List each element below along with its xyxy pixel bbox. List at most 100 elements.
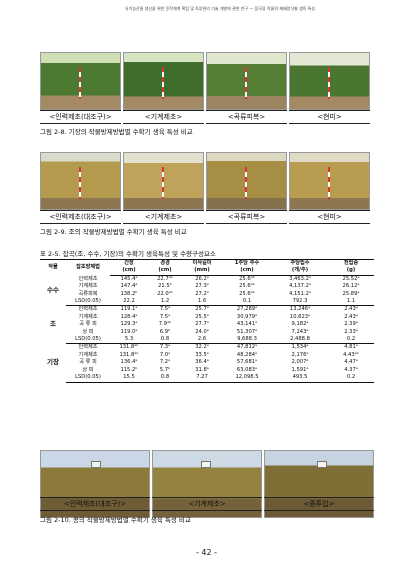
table-cell: 3,463.2ᵃ	[289, 275, 311, 282]
table-cell: 138.2ᵇ	[120, 290, 138, 297]
unit-stem: (cm)	[148, 267, 182, 276]
table-cell: LSD(0.05)	[66, 374, 110, 383]
table-cell: 63,083ᵃ	[236, 366, 258, 373]
fig1-caption-4: <현미>	[289, 110, 370, 124]
table-row: 곡 류 피 136.4ᵃ 7.2ᵃ 36.4ᵃ 57,681ᵃ 2,007ᵃ 4…	[40, 359, 374, 366]
fig2-caption-1: <인력제초(대조구)>	[40, 210, 121, 224]
unit-height: (cm)	[110, 267, 148, 276]
table-cell: 47,812ᵃ	[236, 344, 258, 351]
table-cell: 9,688.3	[222, 336, 272, 345]
table-row-lsd: LSD(0.05) 5.3 0.8 2.6 9,688.3 2,488.8 0.…	[40, 336, 374, 345]
table-cell: 128.4ᵃ	[120, 313, 138, 320]
table-cell: 43,141ᵃ	[236, 321, 258, 328]
table-cell: 7.3ᵃ	[159, 344, 171, 351]
fig2-caption-2: <기계제초>	[123, 210, 204, 224]
table-cell: 25.6ᵃᵇ	[239, 283, 255, 290]
table-cell: 136.4ᵃ	[120, 359, 138, 366]
fig1-caption-1: <인력제초(대조구)>	[40, 110, 121, 124]
table-cell: LSD(0.05)	[66, 336, 110, 345]
table-cell: 119.1ᵃ	[120, 306, 138, 313]
table-cell: 7.9ᵃᵇ	[158, 321, 172, 328]
table-cell: 131.8ᵃᵇ	[119, 351, 139, 358]
table-cell: 22.7ᵃᵇ	[157, 275, 173, 282]
fig1-photo-3	[206, 52, 287, 110]
table-cell: 21.5ᵇ	[158, 283, 172, 290]
table-cell: 1.1	[328, 298, 374, 307]
table-cell: 31.8ᵃ	[195, 366, 209, 373]
fig1-caption-row: <인력제초(대조구)> <기계제초> <곡류피복> <현미>	[40, 110, 370, 124]
table-cell: 4.81ᵃ	[344, 344, 358, 351]
table-cell: 2.43ᵃ	[344, 306, 358, 313]
table-cell: 119.0ᵃ	[120, 328, 138, 335]
measuring-pole	[245, 67, 247, 99]
fig1-caption-2: <기계제초>	[123, 110, 204, 124]
table-row: 기계제초 128.4ᵃ 7.5ᵃ 25.5ᵃ 30,979ᵃ 10,823ᵃ 2…	[40, 314, 374, 321]
measuring-pole	[328, 167, 330, 199]
table-cell: 115.2ᵇ	[120, 366, 138, 373]
col-stem: 경경	[148, 259, 182, 268]
table-cell: 22.0ᵃᵇ	[157, 290, 173, 297]
table-cell: 22.2	[110, 298, 148, 307]
fig2-photo-3	[206, 152, 287, 210]
table-cell: 곡류피복	[78, 290, 98, 297]
table-cell: 30,979ᵃ	[236, 313, 258, 320]
measuring-pole	[245, 167, 247, 199]
table-cell: 2.33ᵃ	[344, 328, 358, 335]
table-cell: 48,284ᵃ	[236, 351, 258, 358]
table-cell: 1.2	[148, 298, 182, 307]
table-cell: 7.2ᵃ	[159, 359, 171, 366]
table-cell: 493.5	[272, 374, 328, 383]
unit-grains: (개/주)	[272, 267, 328, 276]
table-unit-row: (cm) (cm) (mm) (cm) (개/주) (g)	[40, 267, 374, 276]
table-cell: 인력제초	[78, 275, 98, 282]
fig1-caption-3: <곡류피복>	[206, 110, 287, 124]
crop-cell: 조	[50, 320, 56, 329]
measuring-pole	[162, 167, 164, 199]
fig3-photo-2	[152, 450, 262, 518]
table-cell: 36.4ᵃ	[195, 359, 209, 366]
col-grains: 주당립수	[272, 259, 328, 268]
table-row: 상 피 119.0ᵃ 6.9ᵇ 24.0ᵃ 51,307ᵃ 7,243ᵃ 2.3…	[40, 329, 374, 336]
table-cell: 4.47ᵃ	[344, 359, 358, 366]
unit-weight: (g)	[328, 267, 374, 276]
unit-stands: (cm)	[222, 267, 272, 276]
fig2-photo-2	[123, 152, 204, 210]
measuring-pole	[328, 67, 330, 99]
table-cell: 6.9ᵇ	[159, 328, 171, 335]
fig3-caption-row: <인력제초(대조구)> <기계제초> <흙투입>	[40, 497, 374, 511]
fig2-photo-row	[40, 152, 370, 210]
table-row: 기장 인력제초 131.8ᵃᵇ 7.3ᵃ 32.2ᵃ 47,812ᵃ 1,534…	[40, 344, 374, 366]
table-cell: 129.3ᵃ	[120, 321, 138, 328]
table-cell: 0.8	[148, 374, 182, 383]
table-cell: 27,289ᵃ	[236, 306, 258, 313]
measuring-pole	[79, 167, 81, 199]
table-cell: 0.2	[328, 336, 374, 345]
table-cell: 7.5ᵃ	[159, 306, 171, 313]
table-cell: 기계제초	[78, 313, 98, 320]
table-row: 곡 류 피 129.3ᵃ 7.9ᵃᵇ 27.7ᵃ 43,141ᵃ 9,182ᵃ …	[40, 321, 374, 328]
col-stands: 1주당 주수	[222, 259, 272, 268]
unit-panicle: (mm)	[182, 267, 222, 276]
table-cell: 2.6	[182, 336, 222, 345]
table-cell: 기계제초	[78, 351, 98, 358]
fig2-title: 그림 2-9. 조의 작물방제방법별 수확기 생육 특성 비교	[40, 228, 187, 236]
table-row-lsd: LSD(0.05) 15.5 0.8 7.27 12,098.5 493.5 0…	[40, 374, 374, 383]
table-cell: 792.3	[272, 298, 328, 307]
table-cell: 24.0ᵃ	[195, 328, 209, 335]
fig3-photo-3	[264, 450, 374, 518]
fig1-photo-row	[40, 52, 370, 110]
fig3-caption-2: <기계제초>	[152, 497, 262, 511]
col-weight: 천립중	[328, 259, 374, 268]
fig3-caption-1: <인력제초(대조구)>	[40, 497, 150, 511]
fig3-photo-row	[40, 450, 374, 518]
table-cell: 0.8	[148, 336, 182, 345]
table-cell: 7.0ᵃ	[159, 351, 171, 358]
table-cell: 27.2ᵃ	[195, 290, 209, 297]
table-cell: 131.8ᵃᵇ	[119, 344, 139, 351]
table-cell: 26.12ᵃ	[342, 283, 360, 290]
table-cell: 4,137.2ᵃ	[289, 283, 311, 290]
table-cell: 25.6ᵃᵇ	[239, 275, 255, 282]
fig1-photo-1	[40, 52, 121, 110]
field-sign	[317, 461, 327, 468]
table-cell: 상 피	[82, 328, 94, 335]
